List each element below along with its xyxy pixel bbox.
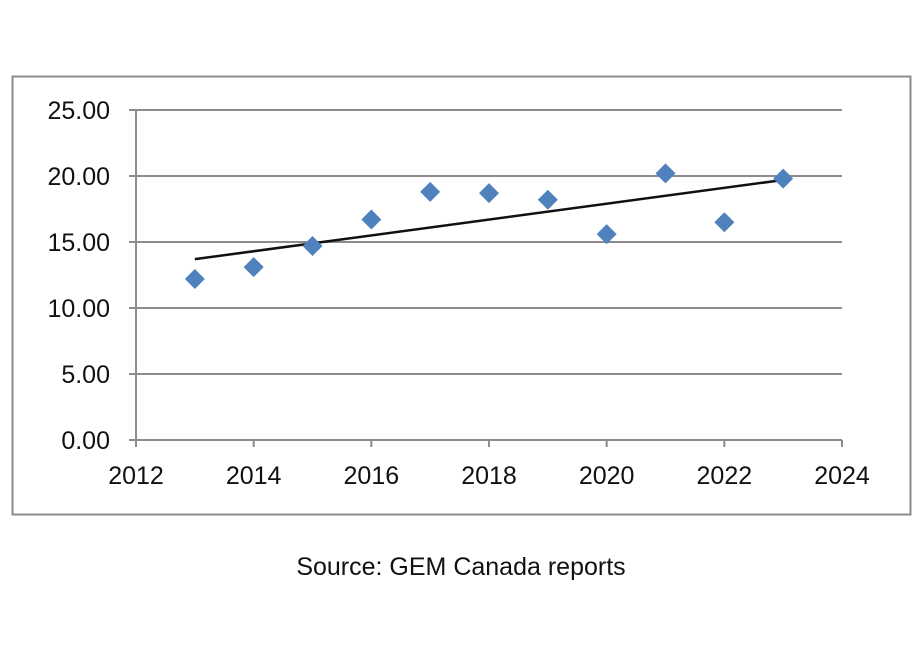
trendline — [194, 178, 784, 261]
axes — [129, 109, 843, 447]
data-point-2021 — [655, 163, 676, 184]
x-tick-label-3: 2018 — [461, 462, 517, 490]
gridlines — [136, 109, 842, 375]
source-note: Source: GEM Canada reports — [296, 553, 626, 581]
data-points — [184, 163, 794, 289]
data-point-2016 — [361, 209, 382, 230]
data-point-2023 — [773, 168, 794, 189]
trendline-layer — [194, 178, 784, 261]
data-point-2017 — [420, 181, 441, 202]
data-point-2015 — [302, 235, 323, 256]
y-tick-label-3: 15.00 — [47, 229, 110, 257]
y-tick-label-0: 0.00 — [61, 427, 110, 455]
data-point-2014 — [243, 257, 264, 278]
data-point-2013 — [184, 268, 205, 289]
y-tick-label-4: 20.00 — [47, 163, 110, 191]
x-tick-label-0: 2012 — [108, 462, 164, 490]
data-point-2020 — [596, 224, 617, 245]
x-tick-label-2: 2016 — [344, 462, 400, 490]
x-tick-labels: 2012 2014 2016 2018 2020 2022 2024 — [108, 462, 870, 490]
x-tick-label-4: 2020 — [579, 462, 635, 490]
data-point-2019 — [537, 189, 558, 210]
y-tick-label-2: 10.00 — [47, 295, 110, 323]
data-point-2018 — [479, 183, 499, 204]
chart-frame — [11, 75, 912, 516]
y-tick-label-5: 25.00 — [47, 97, 110, 125]
x-tick-label-6: 2024 — [814, 462, 870, 490]
x-tick-label-5: 2022 — [697, 462, 753, 490]
y-tick-labels: 0.00 5.00 10.00 15.00 20.00 25.00 — [47, 97, 110, 455]
data-point-2022 — [714, 212, 735, 233]
x-tick-label-1: 2014 — [226, 462, 282, 490]
y-tick-label-1: 5.00 — [61, 361, 110, 389]
